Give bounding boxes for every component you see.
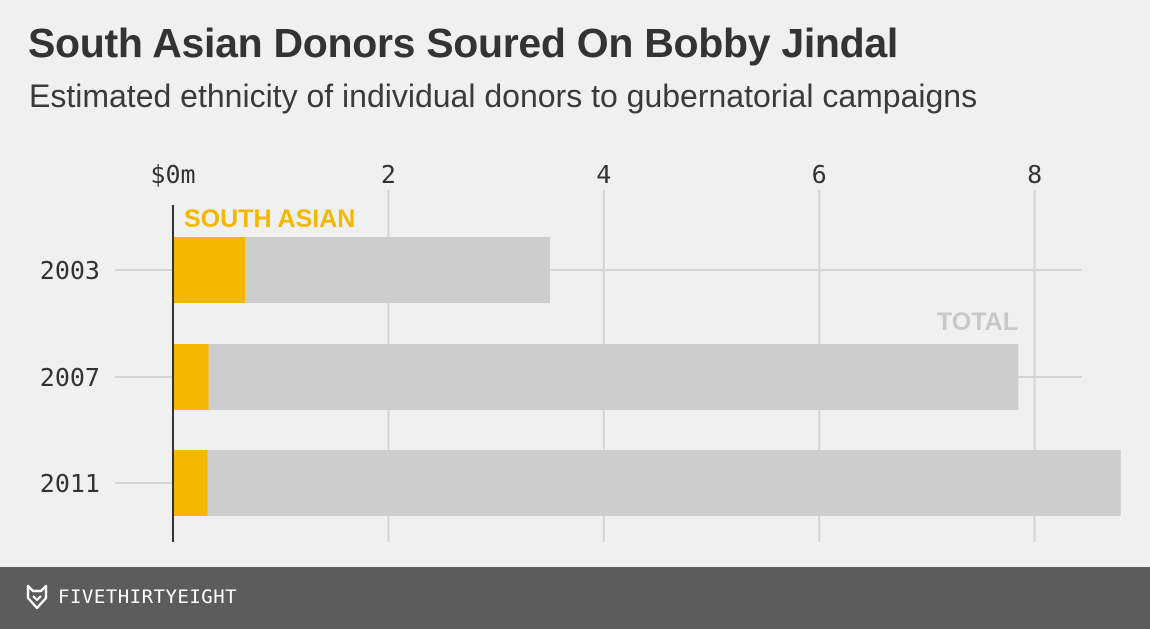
x-tick-label: 4 <box>596 160 611 189</box>
category-label: 2007 <box>40 363 100 392</box>
x-tick-label: 2 <box>381 160 396 189</box>
brand-name: FIVETHIRTYEIGHT <box>58 586 238 608</box>
category-label: 2011 <box>40 469 100 498</box>
x-tick-label: $0m <box>150 160 195 189</box>
category-label: 2003 <box>40 256 100 285</box>
series-label-south-asian: SOUTH ASIAN <box>184 205 355 233</box>
chart-subtitle: Estimated ethnicity of individual donors… <box>29 78 978 114</box>
south-asian-bar <box>173 344 209 410</box>
total-bar <box>173 450 1121 516</box>
chart-title: South Asian Donors Soured On Bobby Jinda… <box>28 20 899 66</box>
south-asian-bar <box>173 450 208 516</box>
bar-chart: $0m 2 4 6 8 2003 2007 2011 SOUTH ASIAN TOTAL <box>40 160 1121 542</box>
x-tick-label: 6 <box>812 160 827 189</box>
total-bar <box>173 344 1019 410</box>
fox-icon <box>26 584 48 610</box>
footer-bar: FIVETHIRTYEIGHT <box>0 567 1150 629</box>
series-label-total: TOTAL <box>937 308 1018 336</box>
south-asian-bar <box>173 237 246 303</box>
x-tick-label: 8 <box>1027 160 1042 189</box>
